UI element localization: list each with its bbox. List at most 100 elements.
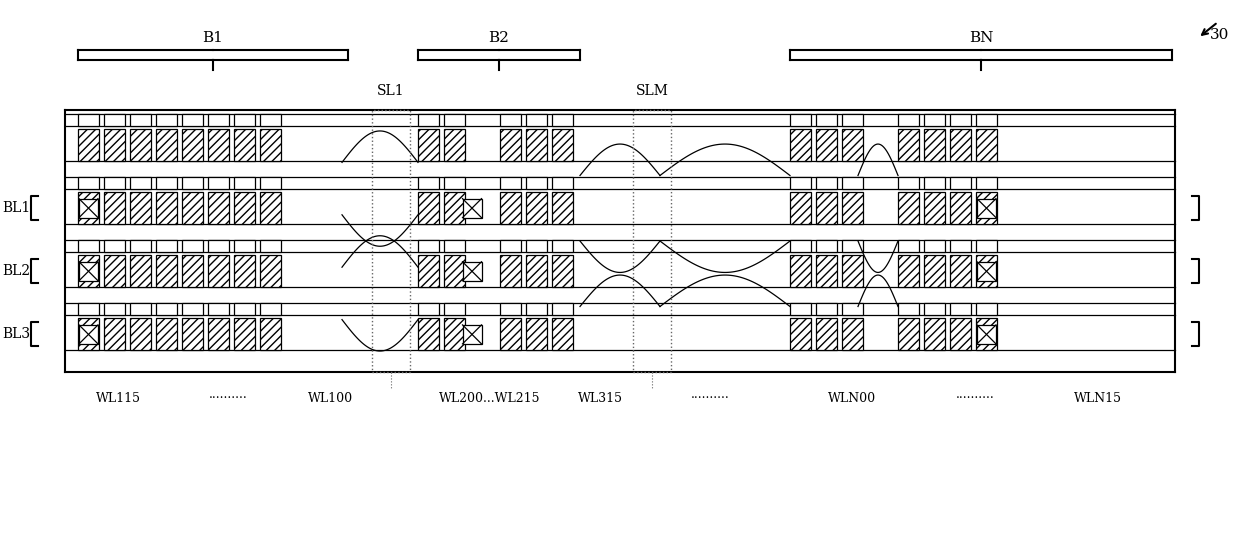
Bar xyxy=(182,319,203,350)
Bar xyxy=(444,192,465,224)
Bar xyxy=(898,114,919,126)
Bar xyxy=(950,192,971,224)
Bar xyxy=(418,129,439,161)
Bar xyxy=(130,114,151,126)
Bar xyxy=(924,192,945,224)
Bar xyxy=(924,114,945,126)
Bar xyxy=(527,192,546,224)
Bar xyxy=(978,325,996,344)
Bar xyxy=(182,177,203,189)
Bar xyxy=(182,129,203,161)
Bar xyxy=(950,177,971,189)
Bar xyxy=(130,303,151,315)
Bar xyxy=(501,303,522,315)
Bar xyxy=(553,240,572,252)
Bar xyxy=(104,255,125,287)
Bar xyxy=(260,255,281,287)
Bar xyxy=(444,240,465,252)
Bar xyxy=(156,129,177,161)
Bar xyxy=(976,114,997,126)
Bar xyxy=(527,114,546,126)
Bar xyxy=(260,114,281,126)
Bar xyxy=(462,262,482,281)
Bar xyxy=(372,110,410,372)
Bar xyxy=(898,255,919,287)
Bar xyxy=(182,114,203,126)
Text: BL2: BL2 xyxy=(2,264,30,278)
Bar xyxy=(78,129,99,161)
Bar xyxy=(234,129,255,161)
Bar xyxy=(418,255,439,287)
Bar xyxy=(950,255,971,287)
Bar xyxy=(130,192,151,224)
Bar xyxy=(501,319,522,350)
Bar xyxy=(924,240,945,252)
Bar xyxy=(633,110,672,372)
Text: WL200...WL215: WL200...WL215 xyxy=(440,392,540,404)
Bar xyxy=(924,177,945,189)
Text: BL1: BL1 xyxy=(2,201,30,215)
Bar xyxy=(208,129,229,161)
Bar xyxy=(79,199,98,218)
Bar xyxy=(130,129,151,161)
Bar xyxy=(444,129,465,161)
Bar xyxy=(78,192,99,224)
Bar xyxy=(527,129,546,161)
Bar xyxy=(553,114,572,126)
Bar xyxy=(924,129,945,161)
Bar xyxy=(976,240,997,252)
Bar xyxy=(501,255,522,287)
Bar xyxy=(418,177,439,189)
Bar xyxy=(444,114,465,126)
Bar xyxy=(130,319,151,350)
Bar xyxy=(182,303,203,315)
Bar xyxy=(260,177,281,189)
Bar xyxy=(462,325,482,344)
Bar xyxy=(817,114,838,126)
Bar xyxy=(208,240,229,252)
Text: B1: B1 xyxy=(202,31,223,45)
Bar xyxy=(208,303,229,315)
Bar xyxy=(976,319,997,350)
Text: SLM: SLM xyxy=(636,84,668,98)
Bar xyxy=(527,303,546,315)
Bar xyxy=(104,319,125,350)
Text: WL100: WL100 xyxy=(307,392,353,404)
Bar xyxy=(898,319,919,350)
Bar xyxy=(444,303,465,315)
Bar xyxy=(843,114,864,126)
Bar xyxy=(130,177,151,189)
Text: B2: B2 xyxy=(488,31,509,45)
Bar xyxy=(234,192,255,224)
Bar xyxy=(156,303,177,315)
Bar xyxy=(501,177,522,189)
Bar xyxy=(843,177,864,189)
Bar xyxy=(208,192,229,224)
Bar xyxy=(418,240,439,252)
Bar xyxy=(950,240,971,252)
Bar xyxy=(924,319,945,350)
Text: ··········: ·········· xyxy=(690,392,730,404)
Bar xyxy=(501,192,522,224)
Bar xyxy=(156,240,177,252)
Bar xyxy=(418,192,439,224)
Bar xyxy=(790,129,812,161)
Bar xyxy=(260,192,281,224)
Bar xyxy=(817,177,838,189)
Bar xyxy=(978,199,996,218)
Bar xyxy=(817,129,838,161)
Bar xyxy=(78,177,99,189)
Bar xyxy=(843,303,864,315)
Bar xyxy=(843,240,864,252)
Bar xyxy=(790,177,812,189)
Bar xyxy=(418,114,439,126)
Bar xyxy=(924,303,945,315)
Bar xyxy=(208,177,229,189)
Text: WL115: WL115 xyxy=(95,392,140,404)
Bar xyxy=(501,114,522,126)
Bar xyxy=(208,114,229,126)
Bar xyxy=(104,303,125,315)
Bar xyxy=(790,319,812,350)
Bar xyxy=(156,319,177,350)
Text: WLN15: WLN15 xyxy=(1074,392,1123,404)
